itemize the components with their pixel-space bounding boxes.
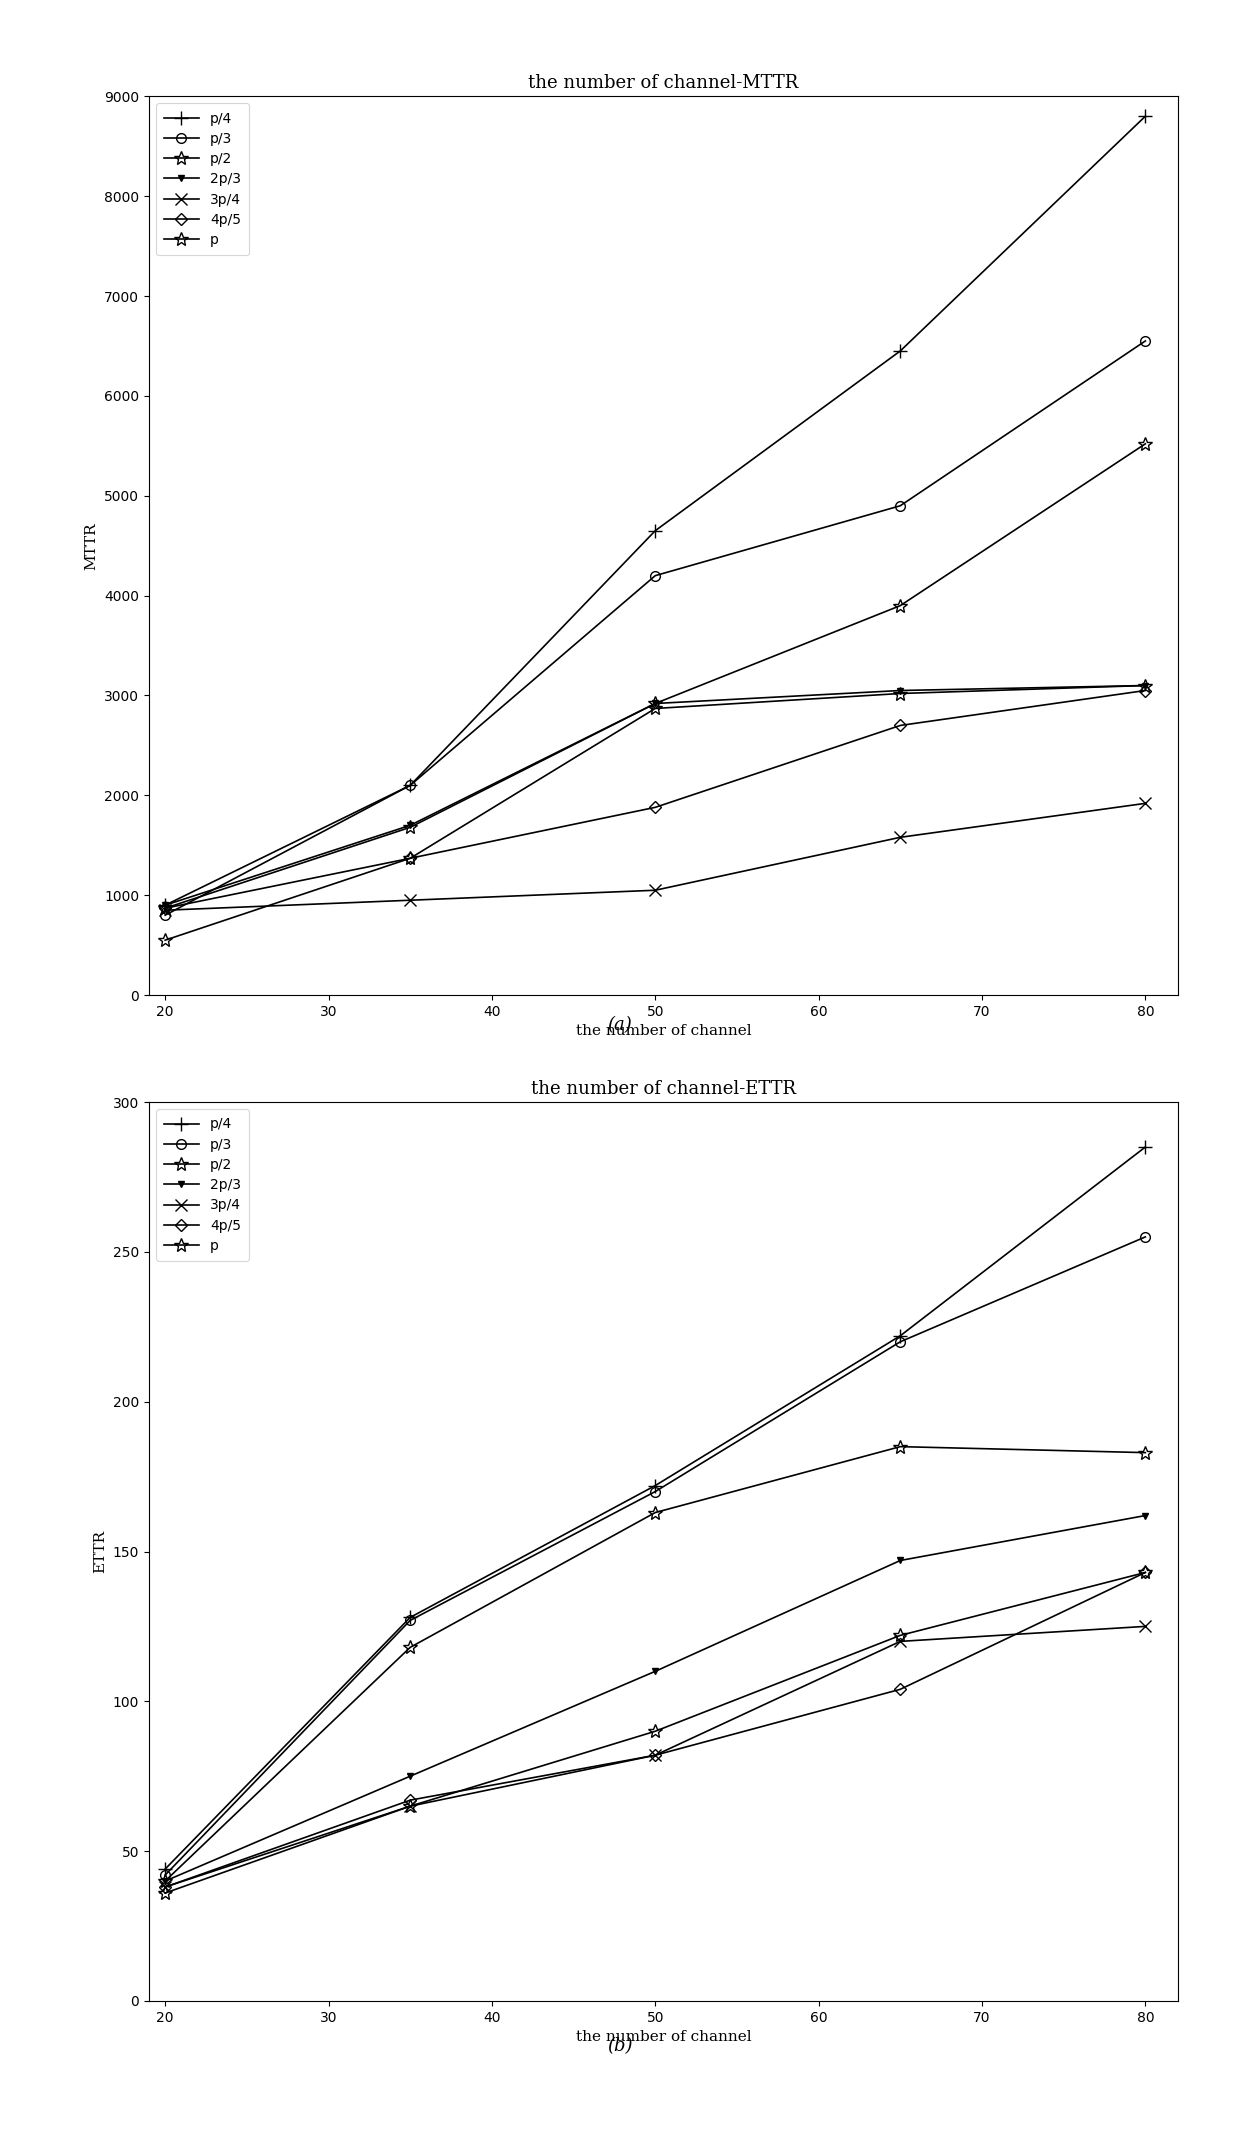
p/4 — [647, 1472, 662, 1498]
Line: 4p/5: 4p/5 — [161, 687, 1149, 912]
Line: 3p/4: 3p/4 — [160, 1620, 1151, 1892]
p/2 — [647, 1500, 662, 1526]
3p/4 — [893, 1629, 908, 1654]
p/4 — [893, 1323, 908, 1348]
Text: (b): (b) — [608, 2037, 632, 2054]
4p/5 — [157, 895, 172, 920]
3p/4 — [403, 1793, 418, 1819]
p — [157, 927, 172, 952]
Line: p/4: p/4 — [159, 1141, 1152, 1877]
Line: p/3: p/3 — [160, 336, 1151, 920]
Line: 3p/4: 3p/4 — [160, 798, 1151, 916]
p/4 — [893, 338, 908, 364]
Line: p/2: p/2 — [159, 437, 1152, 916]
p — [893, 681, 908, 706]
p/2 — [1138, 430, 1153, 456]
2p/3 — [893, 1547, 908, 1573]
Line: p/2: p/2 — [159, 1440, 1152, 1887]
p/2 — [403, 815, 418, 841]
p/3 — [893, 492, 908, 518]
p/3 — [157, 1862, 172, 1887]
2p/3 — [647, 1658, 662, 1684]
X-axis label: the number of channel: the number of channel — [575, 2031, 751, 2044]
p — [647, 696, 662, 721]
p/2 — [1138, 1440, 1153, 1466]
p/4 — [403, 773, 418, 798]
p — [893, 1622, 908, 1648]
p — [403, 845, 418, 871]
X-axis label: the number of channel: the number of channel — [575, 1025, 751, 1038]
p/3 — [403, 773, 418, 798]
2p/3 — [403, 813, 418, 839]
3p/4 — [647, 1742, 662, 1768]
4p/5 — [403, 1787, 418, 1813]
p/2 — [893, 593, 908, 618]
p/4 — [157, 892, 172, 918]
2p/3 — [647, 691, 662, 717]
p/3 — [1138, 327, 1153, 353]
3p/4 — [403, 888, 418, 914]
4p/5 — [893, 713, 908, 738]
p — [157, 1881, 172, 1907]
p/3 — [647, 1479, 662, 1504]
Text: (a): (a) — [608, 1016, 632, 1034]
Legend: p/4, p/3, p/2, 2p/3, 3p/4, 4p/5, p: p/4, p/3, p/2, 2p/3, 3p/4, 4p/5, p — [156, 1109, 249, 1260]
p/2 — [647, 691, 662, 717]
3p/4 — [893, 824, 908, 850]
p — [1138, 672, 1153, 698]
p/4 — [403, 1605, 418, 1631]
p/3 — [403, 1607, 418, 1633]
p/3 — [647, 563, 662, 589]
p/2 — [403, 1635, 418, 1661]
4p/5 — [893, 1676, 908, 1701]
3p/4 — [1138, 1614, 1153, 1639]
p/2 — [893, 1434, 908, 1459]
Y-axis label: ETTR: ETTR — [93, 1530, 107, 1573]
4p/5 — [1138, 1560, 1153, 1586]
4p/5 — [157, 1875, 172, 1900]
2p/3 — [1138, 672, 1153, 698]
3p/4 — [157, 1875, 172, 1900]
p/3 — [893, 1329, 908, 1355]
4p/5 — [647, 794, 662, 820]
p/4 — [157, 1855, 172, 1881]
Line: p: p — [159, 678, 1152, 948]
p — [403, 1793, 418, 1819]
p/3 — [1138, 1224, 1153, 1250]
p — [1138, 1560, 1153, 1586]
2p/3 — [403, 1763, 418, 1789]
Line: p/3: p/3 — [160, 1233, 1151, 1879]
Title: the number of channel-MTTR: the number of channel-MTTR — [528, 75, 799, 92]
p/2 — [157, 895, 172, 920]
3p/4 — [157, 897, 172, 922]
3p/4 — [647, 877, 662, 903]
3p/4 — [1138, 790, 1153, 815]
2p/3 — [157, 1868, 172, 1894]
Line: p: p — [159, 1566, 1152, 1900]
2p/3 — [1138, 1502, 1153, 1528]
Line: 4p/5: 4p/5 — [161, 1569, 1149, 1892]
Legend: p/4, p/3, p/2, 2p/3, 3p/4, 4p/5, p: p/4, p/3, p/2, 2p/3, 3p/4, 4p/5, p — [156, 103, 249, 255]
2p/3 — [893, 678, 908, 704]
Line: 2p/3: 2p/3 — [161, 683, 1148, 910]
2p/3 — [157, 892, 172, 918]
p/4 — [1138, 103, 1153, 128]
Line: 2p/3: 2p/3 — [161, 1513, 1148, 1885]
Y-axis label: MTTR: MTTR — [84, 522, 98, 569]
4p/5 — [1138, 678, 1153, 704]
4p/5 — [647, 1742, 662, 1768]
Line: p/4: p/4 — [159, 109, 1152, 912]
p/4 — [647, 518, 662, 544]
Title: the number of channel-ETTR: the number of channel-ETTR — [531, 1081, 796, 1098]
4p/5 — [403, 845, 418, 871]
p/4 — [1138, 1134, 1153, 1160]
p — [647, 1718, 662, 1744]
p/3 — [157, 903, 172, 929]
p/2 — [157, 1868, 172, 1894]
